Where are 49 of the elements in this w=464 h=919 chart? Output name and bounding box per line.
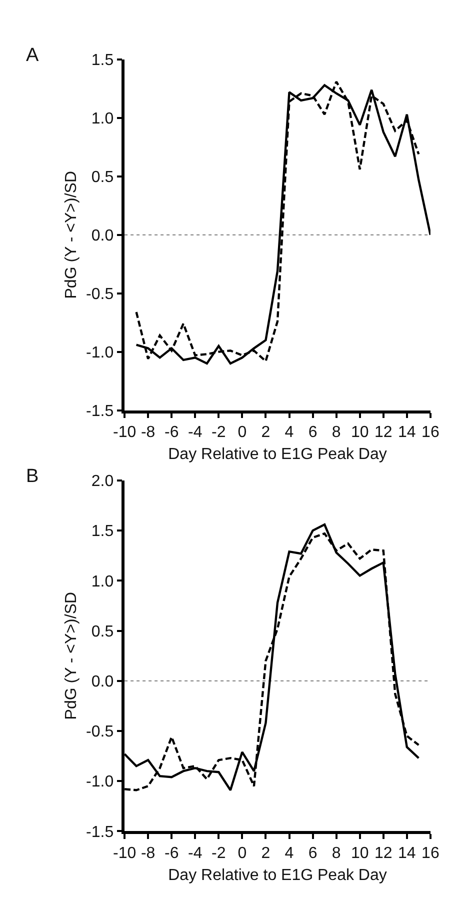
x-tick-label: 4 [284, 845, 294, 862]
y-tick-label: -1.5 [86, 402, 114, 420]
y-tick-label: -0.5 [86, 724, 114, 741]
x-tick-label: -10 [112, 424, 136, 442]
y-tick-label: 1.5 [91, 52, 114, 70]
x-tick-label: 0 [238, 424, 247, 442]
x-tick-label: -6 [164, 424, 179, 442]
y-axis-title: PdG (Y - <Y>)/SD [62, 592, 80, 720]
x-tick-label: -10 [112, 845, 136, 862]
x-tick-label: 10 [350, 424, 369, 442]
x-tick-label: -4 [188, 424, 202, 442]
x-tick-label: -2 [212, 424, 226, 442]
y-tick-label: -1.0 [86, 344, 114, 362]
x-tick-label: 8 [332, 845, 341, 862]
x-axis-title: Day Relative to E1G Peak Day [168, 866, 387, 884]
x-tick-label: 16 [422, 424, 440, 442]
x-tick-label: 12 [374, 845, 392, 862]
y-axis-title: PdG (Y - <Y>)/SD [62, 170, 80, 299]
x-tick-label: 12 [374, 424, 392, 442]
x-tick-label: 4 [284, 424, 294, 442]
y-tick-label: 0.0 [91, 673, 114, 690]
x-tick-label: -2 [212, 845, 226, 862]
x-tick-label: 14 [398, 845, 416, 862]
y-tick-label: 1.0 [91, 110, 114, 128]
chart-title: B [26, 466, 39, 487]
x-tick-label: 2 [261, 424, 270, 442]
x-tick-label: -4 [188, 845, 202, 862]
x-tick-label: 16 [422, 845, 440, 862]
x-tick-label: -8 [140, 424, 156, 442]
y-tick-label: 0.5 [91, 168, 114, 186]
y-tick-label: -0.5 [86, 286, 114, 303]
y-tick-label: 0.5 [91, 623, 114, 640]
x-tick-label: -6 [164, 845, 179, 862]
y-tick-label: -1.0 [86, 774, 114, 791]
x-axis-title: Day Relative to E1G Peak Day [168, 446, 387, 463]
x-tick-label: 6 [308, 424, 318, 442]
x-tick-label: 6 [308, 845, 318, 862]
x-tick-label: 2 [261, 845, 270, 862]
y-tick-label: -1.5 [86, 824, 114, 841]
y-tick-label: 1.5 [91, 523, 114, 540]
x-tick-label: 14 [398, 424, 416, 442]
x-tick-label: 8 [332, 424, 341, 442]
y-tick-label: 2.0 [91, 473, 114, 490]
x-tick-label: 0 [238, 845, 247, 862]
y-tick-label: 0.0 [91, 227, 114, 244]
y-tick-label: 1.0 [91, 573, 114, 590]
x-tick-label: 10 [350, 845, 369, 862]
chart-title: A [26, 45, 39, 66]
x-tick-label: -8 [140, 845, 156, 862]
